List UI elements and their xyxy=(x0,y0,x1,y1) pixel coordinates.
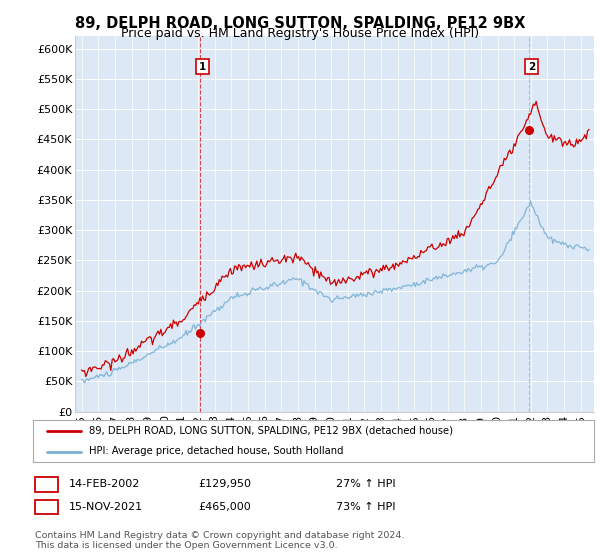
Text: 2: 2 xyxy=(43,502,50,512)
Text: 27% ↑ HPI: 27% ↑ HPI xyxy=(336,479,395,489)
Text: 14-FEB-2002: 14-FEB-2002 xyxy=(69,479,140,489)
Text: HPI: Average price, detached house, South Holland: HPI: Average price, detached house, Sout… xyxy=(89,446,344,456)
Text: 89, DELPH ROAD, LONG SUTTON, SPALDING, PE12 9BX: 89, DELPH ROAD, LONG SUTTON, SPALDING, P… xyxy=(75,16,525,31)
Text: Price paid vs. HM Land Registry's House Price Index (HPI): Price paid vs. HM Land Registry's House … xyxy=(121,27,479,40)
Text: Contains HM Land Registry data © Crown copyright and database right 2024.
This d: Contains HM Land Registry data © Crown c… xyxy=(35,531,404,550)
Text: 1: 1 xyxy=(199,62,206,72)
Text: £129,950: £129,950 xyxy=(198,479,251,489)
Text: 73% ↑ HPI: 73% ↑ HPI xyxy=(336,502,395,512)
Text: 89, DELPH ROAD, LONG SUTTON, SPALDING, PE12 9BX (detached house): 89, DELPH ROAD, LONG SUTTON, SPALDING, P… xyxy=(89,426,453,436)
Text: 2: 2 xyxy=(527,62,535,72)
Text: 1: 1 xyxy=(43,479,50,489)
Text: £465,000: £465,000 xyxy=(198,502,251,512)
Text: 15-NOV-2021: 15-NOV-2021 xyxy=(69,502,143,512)
